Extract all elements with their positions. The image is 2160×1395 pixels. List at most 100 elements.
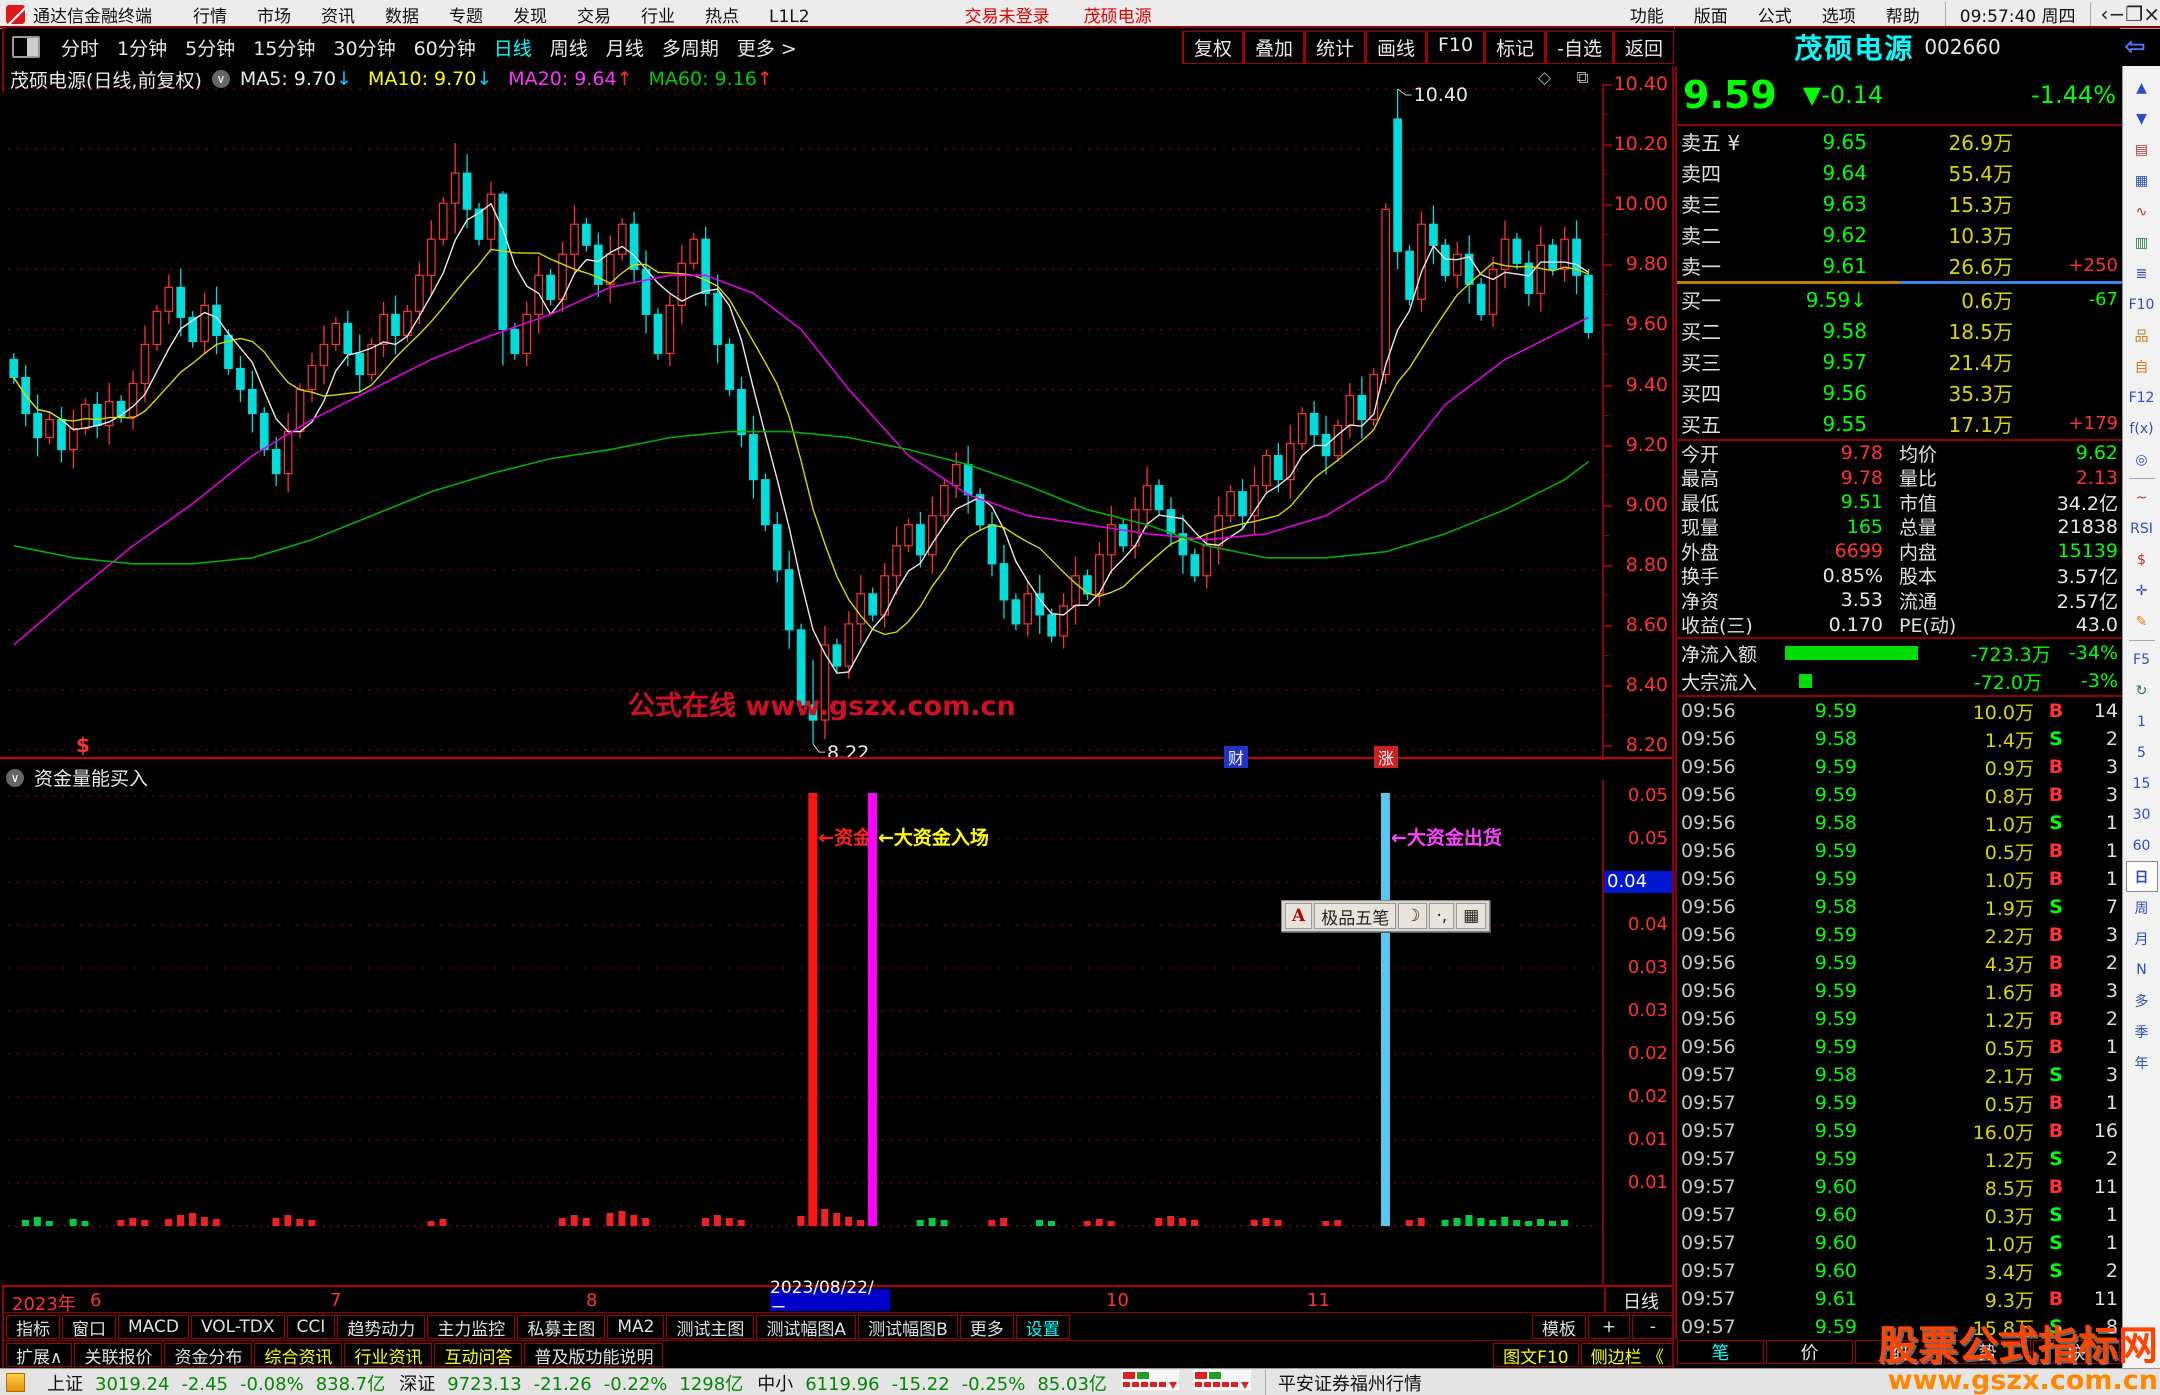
sidebar-item-◎[interactable]: ◎: [2135, 451, 2148, 468]
sidebar-item-周[interactable]: 周: [2134, 900, 2149, 917]
extend-普及版功能说明[interactable]: 普及版功能说明: [524, 1343, 664, 1368]
back-arrow-icon[interactable]: ⇦: [2124, 32, 2146, 62]
sidebar-item-▼[interactable]: ▼: [2136, 110, 2147, 127]
period-日线[interactable]: 日线: [493, 37, 532, 60]
sidebar-item-✛[interactable]: ✛: [2135, 582, 2148, 599]
period-60分钟[interactable]: 60分钟: [413, 37, 476, 60]
window-button[interactable]: ❐: [2125, 2, 2144, 26]
menu-item-版面[interactable]: 版面: [1693, 6, 1728, 27]
menu-item-发现[interactable]: 发现: [513, 6, 547, 27]
menu-item-市场[interactable]: 市场: [257, 6, 291, 27]
period-多周期[interactable]: 多周期: [661, 37, 719, 60]
sidebar-item-f(x)[interactable]: f(x): [2129, 420, 2154, 437]
quote-tab-势[interactable]: 势: [1944, 1340, 2031, 1364]
timeline-label[interactable]: 10: [1106, 1290, 1129, 1311]
period-更多 >[interactable]: 更多 >: [736, 37, 797, 60]
ime-toolbar[interactable]: A 极品五笔 ☽ ·, ▦: [1281, 900, 1491, 932]
toolbar-button-返回[interactable]: 返回: [1612, 30, 1674, 64]
ime-mode-icon[interactable]: A: [1285, 903, 1313, 929]
zhang-event-marker[interactable]: 涨: [1374, 746, 1398, 768]
tick-list[interactable]: 09:56 9.59 10.0万 B 14 09:56 9.58 1.4万 S 2 09:56 9.5…: [1677, 695, 2122, 1340]
sidebar-item-月[interactable]: 月: [2134, 931, 2149, 948]
period-月线[interactable]: 月线: [605, 37, 644, 60]
sidebar-item-RSI[interactable]: RSI: [2130, 520, 2153, 537]
toolbar-button-叠加[interactable]: 叠加: [1242, 30, 1304, 64]
tab-设置[interactable]: 设置: [1015, 1315, 1070, 1340]
tab-主力监控[interactable]: 主力监控: [427, 1315, 516, 1340]
sidebar-item-~[interactable]: ~: [2135, 489, 2148, 506]
sidebar-item-品[interactable]: 品: [2134, 328, 2149, 345]
sidebar-item-5[interactable]: 5: [2137, 744, 2146, 761]
sidebar-item-F12[interactable]: F12: [2128, 389, 2155, 406]
tab-MA2[interactable]: MA2: [607, 1315, 665, 1339]
indicator-chart[interactable]: ←资金 ←大资金入场 ←大资金出货: [0, 780, 1602, 1285]
sidebar-item-↻[interactable]: ↻: [2135, 682, 2148, 699]
tab-模板[interactable]: 模板: [1532, 1315, 1586, 1340]
sidebar-item-∿[interactable]: ∿: [2135, 203, 2148, 220]
tab-测试幅图B[interactable]: 测试幅图B: [858, 1315, 958, 1340]
menu-item-热点[interactable]: 热点: [705, 6, 739, 27]
tab-+[interactable]: +: [1588, 1315, 1630, 1339]
sidebar-item-季[interactable]: 季: [2134, 1024, 2149, 1041]
tab-VOL-TDX[interactable]: VOL-TDX: [190, 1315, 285, 1339]
timeline-label[interactable]: 11: [1307, 1290, 1330, 1311]
toolbar-button-标记[interactable]: 标记: [1484, 30, 1546, 64]
sidebar-item-自[interactable]: 自: [2134, 359, 2149, 376]
status-icon[interactable]: [6, 1373, 25, 1392]
period-5分钟[interactable]: 5分钟: [185, 37, 236, 60]
tab-私募主图[interactable]: 私募主图: [517, 1315, 606, 1340]
extend-综合资讯[interactable]: 综合资讯: [254, 1343, 343, 1368]
tab-测试主图[interactable]: 测试主图: [666, 1315, 755, 1340]
toolbar-button-统计[interactable]: 统计: [1303, 30, 1365, 64]
toolbar-button-画线[interactable]: 画线: [1364, 30, 1426, 64]
sidebar-item-▤[interactable]: ▤: [2134, 141, 2149, 158]
login-status[interactable]: 交易未登录: [964, 6, 1050, 27]
chevron-down-icon[interactable]: ∨: [211, 70, 230, 88]
menu-item-交易[interactable]: 交易: [577, 6, 611, 27]
tab-CCI[interactable]: CCI: [286, 1315, 336, 1339]
menu-item-数据[interactable]: 数据: [385, 6, 419, 27]
quote-tab-笔[interactable]: 笔: [1677, 1340, 1764, 1364]
extend-侧边栏 《[interactable]: 侧边栏 《: [1580, 1343, 1674, 1368]
window-button[interactable]: ‹: [2100, 2, 2109, 26]
sidebar-item-60[interactable]: 60: [2132, 837, 2151, 854]
ime-moon-icon[interactable]: ☽: [1398, 903, 1428, 929]
sidebar-item-15[interactable]: 15: [2132, 775, 2151, 792]
ime-keyboard-icon[interactable]: ▦: [1456, 903, 1487, 929]
timeline-label[interactable]: 6: [90, 1290, 102, 1311]
menu-item-专题[interactable]: 专题: [449, 6, 483, 27]
tab-窗口[interactable]: 窗口: [62, 1315, 116, 1340]
window-button[interactable]: −: [2108, 2, 2126, 26]
toolbar-button--自选[interactable]: -自选: [1545, 30, 1613, 64]
sidebar-item-多[interactable]: 多: [2134, 993, 2149, 1010]
ime-punct-icon[interactable]: ·,: [1429, 903, 1455, 929]
sidebar-item-≣[interactable]: ≣: [2135, 265, 2148, 282]
timeline-label[interactable]: 8: [586, 1290, 598, 1311]
menu-item-行情[interactable]: 行情: [193, 6, 227, 27]
ime-name[interactable]: 极品五笔: [1314, 903, 1397, 929]
window-button[interactable]: ×: [2143, 2, 2160, 26]
menu-item-行业[interactable]: 行业: [641, 6, 675, 27]
menu-item-公式[interactable]: 公式: [1757, 6, 1792, 27]
extend-互动问答[interactable]: 互动问答: [434, 1343, 523, 1368]
sidebar-item-✎[interactable]: ✎: [2135, 613, 2148, 630]
period-30分钟[interactable]: 30分钟: [333, 37, 396, 60]
sidebar-item-30[interactable]: 30: [2132, 806, 2151, 823]
tab-指标[interactable]: 指标: [6, 1315, 60, 1340]
chevron-down-icon[interactable]: ∨: [6, 768, 24, 787]
sidebar-item-F5[interactable]: F5: [2133, 651, 2150, 668]
extend-关联报价[interactable]: 关联报价: [74, 1343, 163, 1368]
quote-tab-价[interactable]: 价: [1766, 1340, 1853, 1364]
period-周线[interactable]: 周线: [549, 37, 588, 60]
toolbar-button-复权[interactable]: 复权: [1181, 30, 1243, 64]
period-分时[interactable]: 分时: [61, 37, 100, 60]
chart-corner-icons[interactable]: ◇ ⧉: [1538, 68, 1599, 88]
menu-item-资讯[interactable]: 资讯: [321, 6, 355, 27]
tab-更多[interactable]: 更多: [959, 1315, 1014, 1340]
toolbar-button-F10[interactable]: F10: [1426, 30, 1485, 64]
cai-event-marker[interactable]: 财: [1224, 746, 1248, 768]
menu-item-选项[interactable]: 选项: [1821, 6, 1856, 27]
quote-tab-联[interactable]: 联: [2033, 1340, 2120, 1364]
tab-趋势动力[interactable]: 趋势动力: [337, 1315, 426, 1340]
timeline-label[interactable]: 2023年: [12, 1294, 76, 1315]
